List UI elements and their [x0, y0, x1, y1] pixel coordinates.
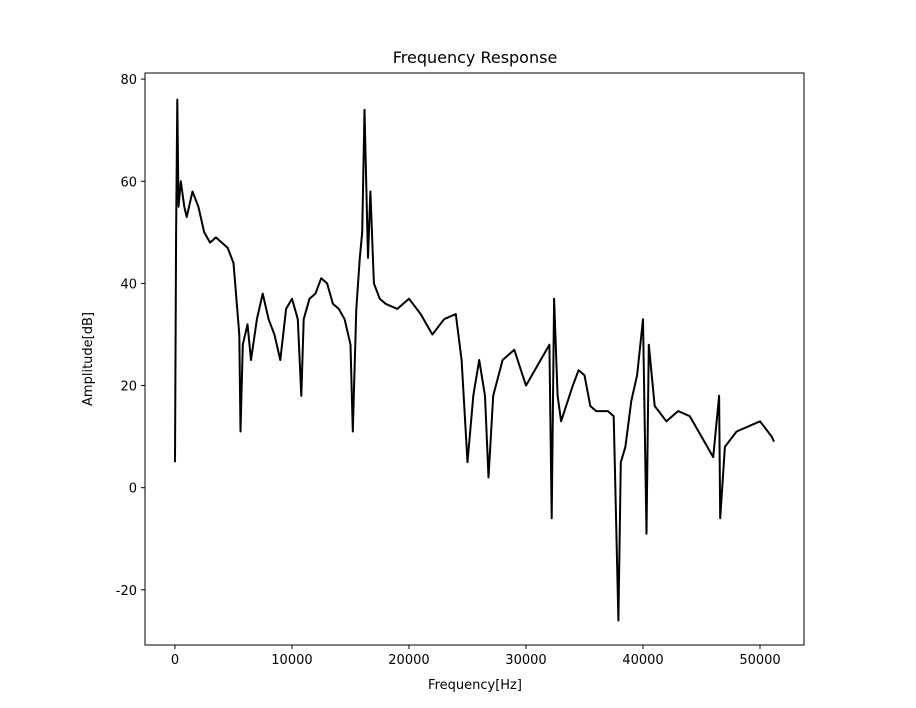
y-tick-label: 0	[129, 482, 137, 497]
x-tick-label: 40000	[622, 653, 663, 668]
line	[174, 98, 775, 622]
plot-frame	[144, 72, 805, 646]
y-tick-label: -20	[116, 584, 137, 599]
y-tick-label: 60	[120, 175, 137, 190]
x-tick-label: 0	[171, 653, 179, 668]
x-tick-label: 20000	[388, 653, 429, 668]
y-tick-label: 40	[120, 277, 137, 292]
x-axis-label: Frequency[Hz]	[428, 678, 522, 693]
chart-title: Frequency Response	[393, 48, 558, 67]
x-tick-label: 10000	[271, 653, 312, 668]
x-tick-label: 50000	[739, 653, 780, 668]
y-tick-label: 80	[120, 73, 137, 88]
x-tick-label: 30000	[505, 653, 546, 668]
y-axis-label: Amplitude[dB]	[81, 312, 96, 406]
y-tick-label: 20	[120, 380, 137, 395]
